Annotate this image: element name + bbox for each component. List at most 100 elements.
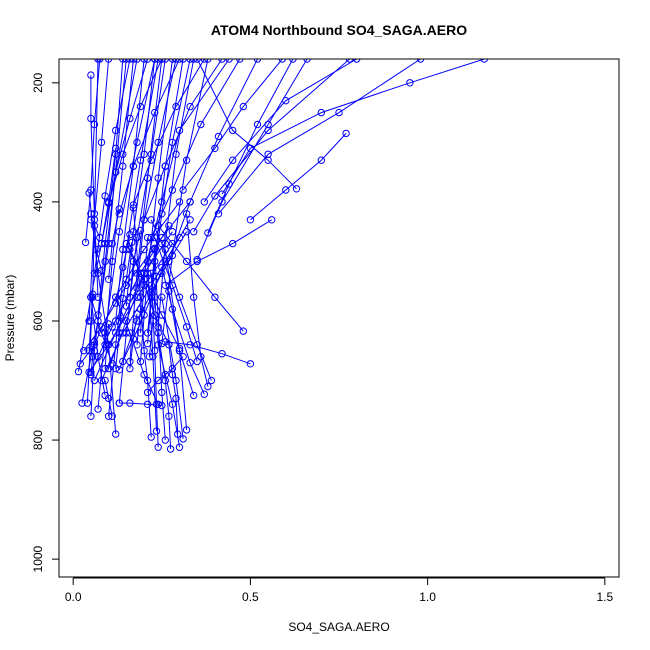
data-point (179, 59, 187, 63)
data-point (92, 245, 100, 254)
data-point (87, 114, 95, 123)
data-point (119, 245, 127, 254)
data-point (278, 59, 286, 63)
data-point (200, 59, 208, 63)
x-tick-label: 0.5 (242, 590, 259, 604)
data-point (186, 59, 194, 63)
data-point (101, 239, 109, 248)
data-point (264, 120, 272, 129)
data-point (97, 329, 106, 337)
data-point (165, 222, 173, 230)
data-point (140, 269, 148, 277)
data-point (154, 443, 162, 451)
data-point (204, 229, 212, 237)
data-point (136, 305, 145, 313)
data-point (136, 226, 145, 235)
data-point (158, 311, 166, 319)
data-point (90, 222, 99, 230)
data-point (190, 293, 198, 301)
data-point (161, 59, 169, 63)
data-point (175, 198, 184, 206)
data-point (89, 353, 97, 361)
data-point (143, 388, 152, 397)
series-13 (151, 245, 170, 444)
series-line (154, 249, 166, 441)
series-26 (214, 59, 425, 218)
data-point (197, 120, 205, 129)
data-point (406, 79, 414, 87)
series-line (97, 59, 124, 316)
series-24 (246, 129, 350, 224)
series-line (93, 231, 173, 381)
data-point (126, 399, 134, 407)
data-point (225, 180, 233, 188)
data-point (246, 360, 255, 368)
data-point (161, 436, 170, 444)
series-51 (158, 59, 212, 348)
series-line (157, 225, 244, 332)
data-point (207, 376, 216, 385)
data-point (78, 399, 86, 407)
data-point (133, 341, 141, 349)
data-point (108, 360, 116, 368)
data-point (136, 102, 145, 111)
data-point (140, 370, 148, 379)
data-point (182, 323, 191, 331)
data-point (126, 114, 134, 123)
series-line (165, 341, 251, 365)
data-point (115, 317, 124, 325)
data-point (143, 174, 152, 182)
series-line (250, 133, 347, 221)
series-50 (154, 59, 198, 331)
data-point (186, 216, 194, 224)
data-point (108, 412, 116, 420)
data-point (140, 150, 148, 159)
series-29 (193, 59, 311, 264)
data-point (149, 317, 157, 325)
data-point (229, 156, 237, 164)
data-point (182, 156, 191, 164)
series-line (115, 298, 124, 369)
data-point (151, 59, 159, 63)
data-point (165, 412, 173, 420)
series-line (125, 59, 156, 307)
data-point (204, 382, 212, 391)
series-line (118, 231, 188, 370)
series-53 (133, 59, 180, 292)
data-point (186, 102, 194, 111)
data-point (112, 126, 120, 135)
data-point (179, 353, 187, 361)
data-point (94, 311, 102, 319)
series-line (147, 356, 184, 393)
data-point (90, 120, 99, 129)
data-point (416, 59, 425, 63)
data-point (85, 347, 93, 355)
data-point (211, 293, 219, 301)
series-line (143, 59, 223, 220)
data-point (126, 364, 134, 373)
data-point (83, 399, 92, 407)
data-point (133, 138, 141, 147)
data-point (129, 257, 138, 266)
data-point (165, 341, 173, 349)
data-point (140, 245, 148, 254)
data-point (119, 263, 127, 272)
data-point (152, 272, 161, 280)
y-tick-label: 1000 (31, 545, 45, 572)
data-point (179, 435, 187, 443)
series-line (161, 59, 209, 344)
series-15 (182, 210, 212, 391)
data-point (90, 338, 99, 346)
data-point (303, 59, 311, 63)
data-point (193, 357, 201, 366)
data-point (158, 388, 166, 397)
series-47 (126, 59, 166, 366)
data-point (151, 244, 159, 253)
data-point (140, 59, 148, 63)
data-point (353, 59, 361, 63)
data-point (115, 399, 124, 407)
series-line (165, 219, 272, 286)
series-line (136, 59, 177, 289)
data-point (317, 108, 325, 117)
